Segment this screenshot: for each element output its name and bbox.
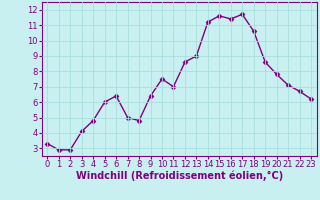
X-axis label: Windchill (Refroidissement éolien,°C): Windchill (Refroidissement éolien,°C) [76,171,283,181]
